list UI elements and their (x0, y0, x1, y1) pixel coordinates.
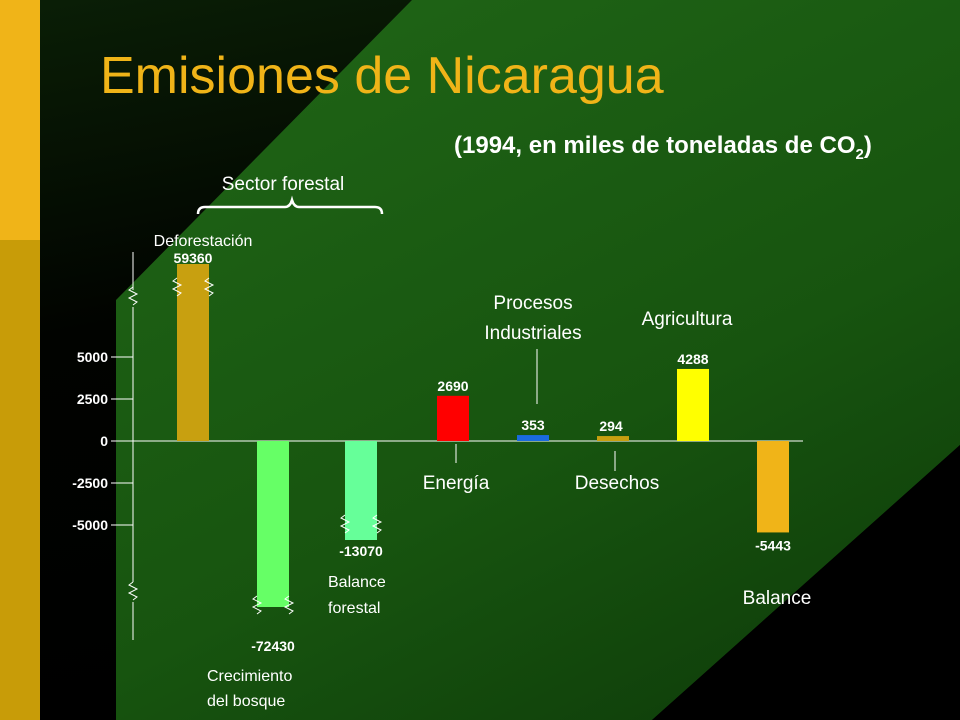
bar-value-label: 4288 (677, 351, 708, 367)
bar-value-label: -72430 (251, 638, 295, 654)
group-label: Sector forestal (222, 174, 345, 195)
bar (757, 441, 789, 533)
bar-break-mark (339, 514, 351, 534)
bar-break-mark (371, 514, 383, 534)
chart-subtitle: (1994, en miles de toneladas de CO2) (454, 132, 872, 163)
background-right-shade (652, 445, 960, 720)
bar-value-label: 294 (599, 418, 623, 434)
subtitle-main: (1994, en miles de toneladas de CO (454, 132, 856, 159)
bar-value-label: 59360 (174, 250, 213, 266)
bar-value-label: -5443 (755, 537, 791, 553)
category-label: Crecimiento (207, 668, 292, 685)
y-tick-label: 0 (100, 433, 108, 449)
category-label: Balance (328, 574, 386, 591)
y-tick-label: -5000 (72, 517, 108, 533)
bar (677, 368, 709, 441)
bar-break-mark (171, 277, 183, 297)
category-label: Industriales (484, 323, 581, 344)
slide-title: Emisiones de Nicaragua (100, 47, 664, 105)
bar-value-label: 353 (521, 417, 545, 433)
y-axis-break-bottom (127, 581, 139, 601)
sidebar-accent-top (0, 0, 40, 240)
group-brace (196, 195, 384, 215)
bar-value-label: 2690 (437, 378, 468, 394)
bar (177, 264, 209, 441)
bar (257, 441, 289, 607)
category-label: forestal (328, 600, 380, 617)
bar (345, 441, 377, 540)
bar (517, 435, 549, 441)
category-label: Deforestación (154, 233, 253, 250)
subtitle-subscript: 2 (855, 145, 864, 163)
category-label: Desechos (575, 473, 660, 494)
y-tick-label: 2500 (77, 391, 108, 407)
bar-break-mark (283, 595, 295, 615)
category-label: Balance (743, 588, 812, 609)
bar (597, 436, 629, 441)
y-tick-label: -2500 (72, 475, 108, 491)
bar (437, 395, 469, 441)
category-label: Procesos (493, 293, 572, 314)
category-label: del bosque (207, 693, 285, 710)
background-diamond (116, 0, 960, 720)
sidebar-accent-bottom (0, 240, 40, 720)
bar-break-mark (251, 595, 263, 615)
bar-value-label: -13070 (339, 543, 383, 559)
category-label: Energía (423, 473, 490, 494)
bar-break-mark (203, 277, 215, 297)
y-tick-label: 5000 (77, 349, 108, 365)
subtitle-end: ) (863, 132, 872, 159)
y-axis-break-top (127, 286, 139, 306)
category-label: Agricultura (642, 309, 733, 330)
